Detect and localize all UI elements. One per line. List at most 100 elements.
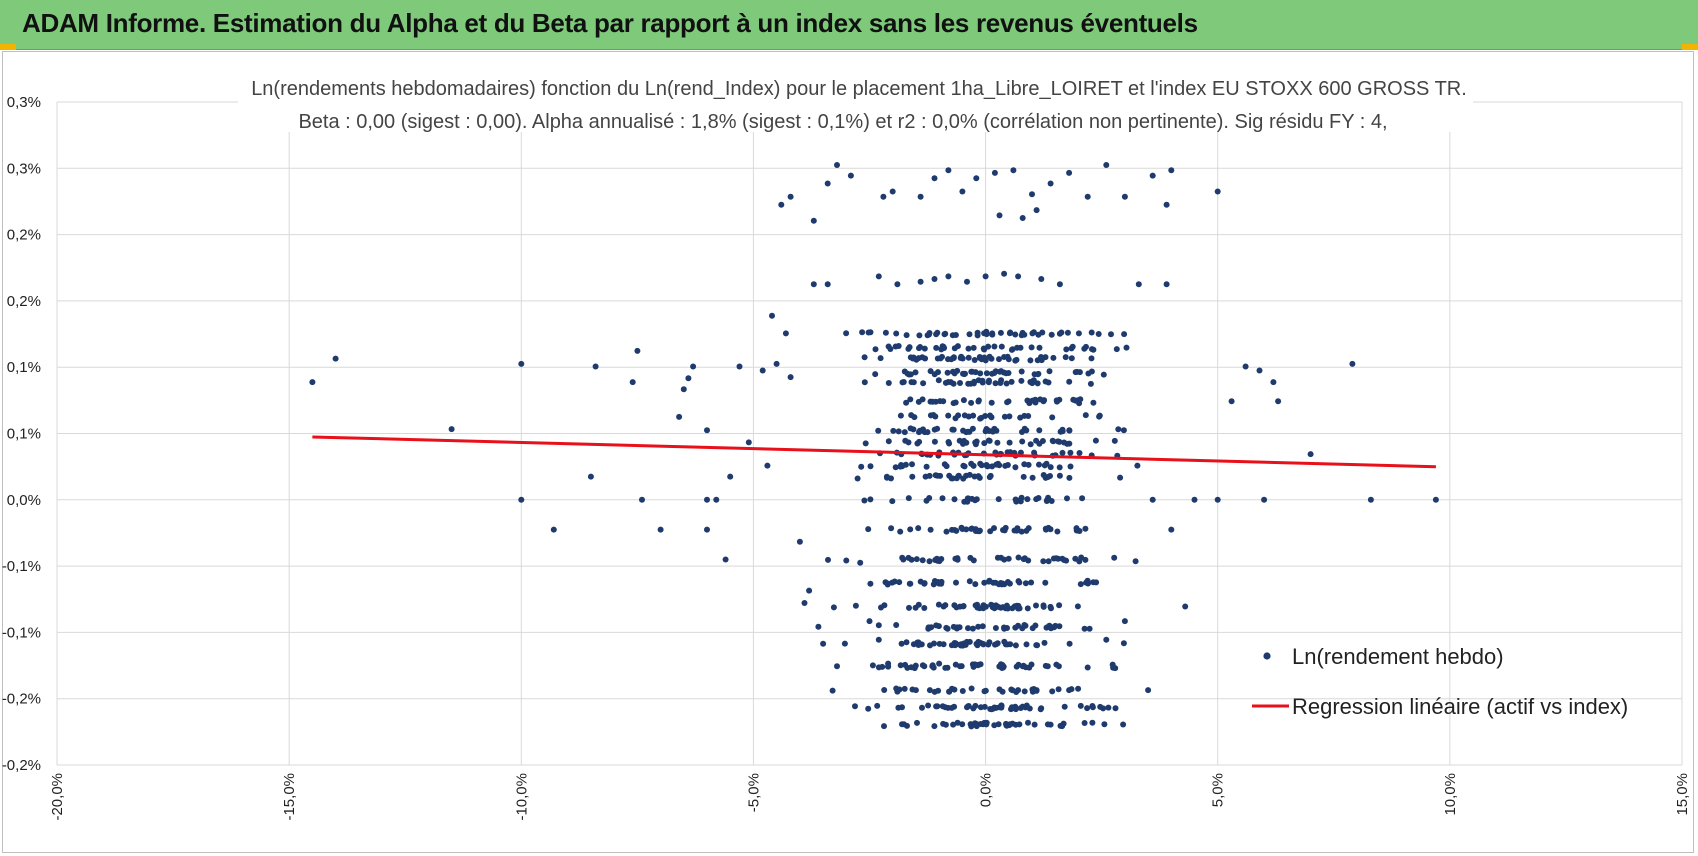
data-point — [1048, 331, 1055, 338]
data-point — [1014, 525, 1021, 532]
data-point — [1163, 281, 1170, 288]
data-point — [1049, 688, 1056, 695]
data-point — [917, 278, 924, 285]
data-point — [983, 719, 990, 726]
data-point — [1059, 723, 1066, 730]
data-point — [854, 475, 861, 482]
data-point — [872, 346, 879, 353]
data-point — [1055, 663, 1062, 670]
x-tick-label: -10,0% — [513, 773, 530, 821]
data-point — [900, 379, 907, 385]
data-point — [1086, 625, 1093, 632]
data-point — [922, 473, 929, 480]
data-point — [1121, 618, 1128, 625]
data-point — [1027, 357, 1034, 364]
x-tick-label: 10,0% — [1442, 773, 1459, 816]
data-point — [982, 273, 989, 280]
data-point — [1008, 346, 1015, 353]
data-point — [769, 312, 775, 319]
data-point — [1066, 378, 1073, 385]
data-point — [1349, 360, 1356, 367]
data-point — [941, 331, 948, 338]
data-point — [1008, 378, 1015, 385]
data-point — [963, 472, 970, 479]
data-point — [1019, 663, 1026, 670]
data-point — [1040, 603, 1047, 610]
data-point — [909, 473, 916, 480]
data-point — [953, 625, 960, 632]
data-point — [959, 526, 966, 532]
data-point — [1077, 702, 1084, 709]
data-point — [1005, 370, 1012, 376]
data-point — [1001, 556, 1008, 563]
data-point — [1043, 460, 1050, 467]
data-point — [1090, 399, 1097, 406]
data-point — [1019, 438, 1026, 445]
data-point — [951, 602, 958, 609]
data-point — [676, 413, 683, 420]
data-point — [992, 641, 998, 648]
data-point — [1026, 400, 1033, 407]
data-point — [1056, 602, 1063, 609]
data-point — [953, 579, 959, 586]
data-point — [992, 380, 999, 387]
data-point — [889, 188, 896, 195]
data-point — [1049, 414, 1056, 421]
data-point — [954, 719, 961, 726]
data-point — [931, 723, 938, 730]
data-point — [1270, 379, 1277, 386]
data-point — [934, 329, 941, 336]
data-point — [894, 281, 901, 288]
data-point — [913, 556, 920, 563]
data-point — [970, 705, 977, 712]
data-point — [704, 526, 710, 533]
data-point — [1034, 642, 1041, 649]
data-point — [825, 556, 831, 563]
data-point — [919, 662, 926, 669]
data-point — [936, 660, 943, 667]
data-point — [1082, 412, 1089, 419]
x-tick-label: 0,0% — [978, 773, 995, 807]
data-point — [1017, 414, 1024, 421]
data-point — [1088, 329, 1095, 336]
chart-subtitle: Beta : 0,00 (sigest : 0,00). Alpha annua… — [298, 111, 1387, 133]
data-point — [927, 368, 934, 375]
data-point — [1120, 721, 1127, 728]
data-point — [905, 439, 912, 446]
data-point — [1182, 603, 1189, 610]
data-point — [960, 440, 966, 447]
data-point — [877, 355, 884, 362]
data-point — [987, 472, 994, 479]
data-point — [952, 555, 959, 562]
chart-title: Ln(rendements hebdomadaires) fonction du… — [251, 78, 1467, 100]
data-point — [927, 526, 934, 533]
data-point — [986, 353, 993, 360]
data-point — [1068, 355, 1075, 362]
data-point — [991, 722, 998, 729]
data-point — [1033, 602, 1039, 609]
data-point — [1228, 398, 1235, 405]
data-point — [1016, 721, 1023, 728]
scatter-points — [309, 162, 1439, 730]
data-point — [1092, 437, 1099, 444]
data-point — [685, 375, 692, 382]
data-point — [908, 412, 915, 419]
data-point — [921, 605, 928, 611]
data-point — [1035, 331, 1042, 338]
data-point — [1096, 413, 1103, 420]
data-point — [978, 414, 985, 421]
data-point — [960, 462, 967, 469]
data-point — [942, 379, 949, 386]
data-point — [1256, 367, 1263, 374]
data-point — [967, 554, 974, 561]
data-point — [1009, 687, 1016, 694]
data-point — [952, 661, 959, 668]
data-point — [865, 526, 872, 533]
data-point — [1002, 605, 1009, 612]
data-point — [998, 702, 1005, 709]
data-point — [994, 554, 1001, 561]
data-point — [1061, 439, 1068, 446]
data-point — [964, 278, 970, 285]
data-point — [1013, 663, 1020, 670]
